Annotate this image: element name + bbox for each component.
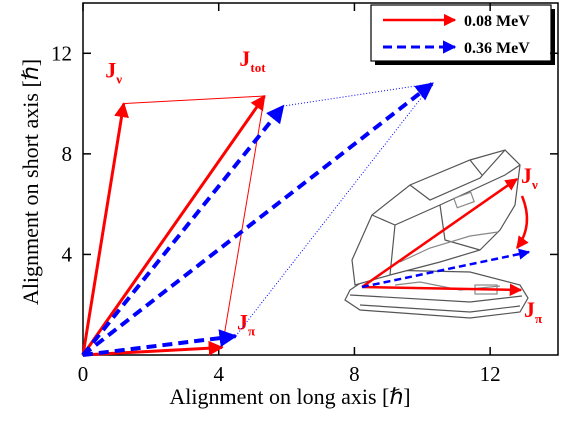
inset-label: Jν <box>521 163 538 192</box>
legend-label: 0.08 MeV <box>464 13 530 30</box>
inset-arrow <box>361 248 531 289</box>
legend-label: 0.36 MeV <box>464 40 530 57</box>
legend-box <box>370 4 552 62</box>
vector-arrow <box>81 81 434 357</box>
vector-label: Jν <box>105 58 122 87</box>
vector-arrow <box>82 329 238 357</box>
vector-label-main: J <box>237 309 248 334</box>
vector-label-sub: π <box>248 323 255 338</box>
x-tick-label: 8 <box>349 362 360 386</box>
x-axis-label: Alignment on long axis [ℏ] <box>169 384 410 409</box>
inset-label-main: J <box>521 163 532 188</box>
inset-vectors <box>361 177 531 297</box>
y-tick-label: 8 <box>62 142 73 166</box>
y-axis-label: Alignment on short axis [ℏ] <box>18 59 43 305</box>
inset-illustration <box>344 149 529 319</box>
inset-arrow <box>361 177 519 289</box>
vector-arrow <box>81 94 266 356</box>
vector-label-sub: tot <box>250 60 266 75</box>
guide-line <box>283 82 433 107</box>
y-tick-label: 12 <box>51 41 72 65</box>
inset-rotation-arrow <box>515 195 529 250</box>
guide-line <box>123 95 265 105</box>
vector-label-main: J <box>105 58 116 83</box>
inset-label-sub: ν <box>531 177 538 192</box>
x-tick-label: 12 <box>480 362 501 386</box>
vector-label: Jtot <box>239 46 266 75</box>
inset-label-sub: π <box>535 311 542 326</box>
vector-label-main: J <box>239 46 250 71</box>
x-tick-label: 0 <box>78 362 89 386</box>
y-tick-label: 4 <box>62 242 73 266</box>
vector-label: Jπ <box>237 309 255 338</box>
inset-label-main: J <box>524 297 535 322</box>
x-tick-label: 4 <box>213 362 224 386</box>
vector-label-sub: ν <box>115 72 122 87</box>
vector-arrow <box>81 102 129 356</box>
inset-label: Jπ <box>524 297 542 326</box>
vector-arrow <box>81 104 285 357</box>
legend: 0.08 MeV 0.36 MeV <box>370 4 555 65</box>
inset-arrow <box>361 283 523 297</box>
plot-frame <box>82 2 559 356</box>
